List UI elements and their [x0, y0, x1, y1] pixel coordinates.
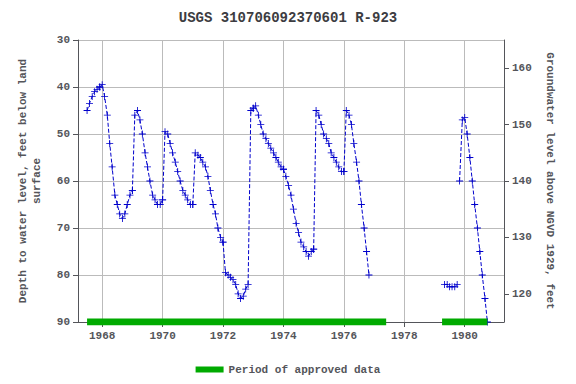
svg-text:surface: surface — [31, 158, 43, 205]
svg-text:30: 30 — [57, 34, 70, 46]
svg-text:Groundwater level above NGVD 1: Groundwater level above NGVD 1929, feet — [544, 52, 556, 309]
svg-text:USGS 310706092370601 R-923: USGS 310706092370601 R-923 — [179, 10, 397, 26]
svg-text:50: 50 — [57, 128, 70, 140]
svg-text:120: 120 — [512, 288, 532, 300]
svg-text:1976: 1976 — [331, 330, 357, 342]
svg-text:1978: 1978 — [391, 330, 418, 342]
svg-text:130: 130 — [512, 231, 532, 243]
svg-text:1974: 1974 — [270, 330, 297, 342]
svg-text:1972: 1972 — [210, 330, 236, 342]
svg-text:1970: 1970 — [149, 330, 175, 342]
svg-text:150: 150 — [512, 119, 532, 131]
svg-text:60: 60 — [57, 175, 70, 187]
svg-text:1980: 1980 — [452, 330, 478, 342]
svg-text:140: 140 — [512, 175, 532, 187]
svg-text:80: 80 — [57, 269, 70, 281]
svg-text:90: 90 — [57, 316, 70, 328]
svg-text:40: 40 — [57, 81, 70, 93]
svg-text:1968: 1968 — [89, 330, 116, 342]
svg-text:70: 70 — [57, 222, 70, 234]
svg-text:Depth to water level, feet bel: Depth to water level, feet below land — [17, 59, 29, 303]
svg-text:Period of approved data: Period of approved data — [229, 364, 381, 376]
svg-text:160: 160 — [512, 62, 532, 74]
